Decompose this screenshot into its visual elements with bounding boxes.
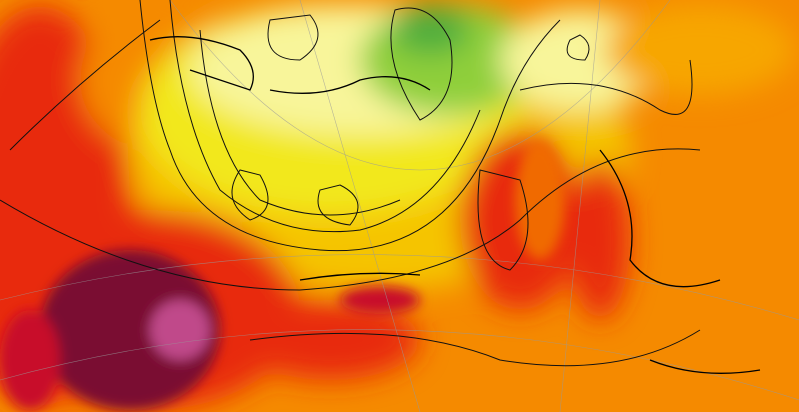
coastlines [149, 36, 761, 374]
